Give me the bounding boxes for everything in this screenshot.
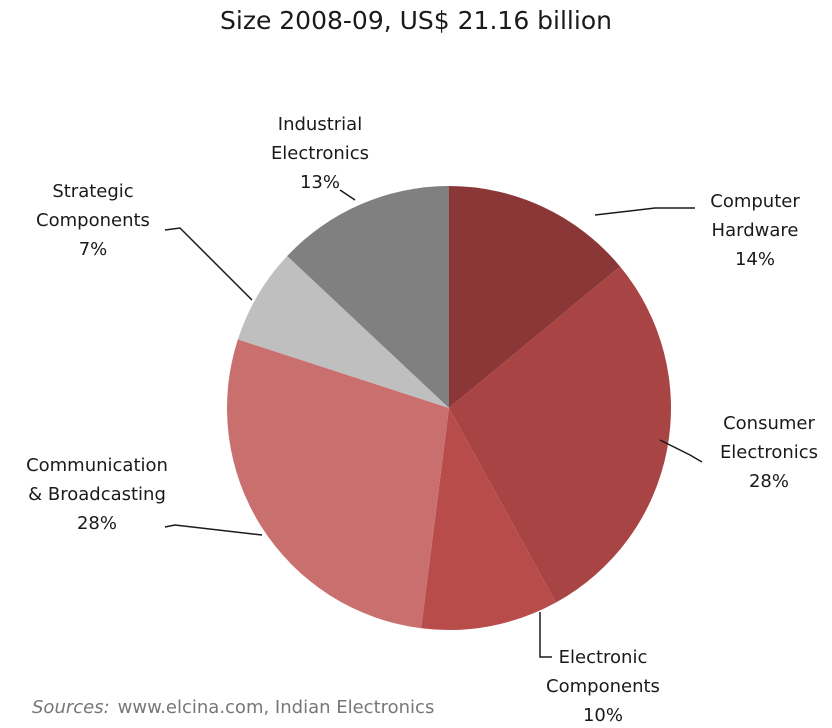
- source-label: Sources:: [32, 697, 110, 718]
- pie-slice-1: [449, 266, 671, 603]
- source-text: www.elcina.com, Indian Electronics: [117, 697, 435, 718]
- source-note: Sources: www.elcina.com, Indian Electroni…: [32, 697, 434, 718]
- leader-line-5: [339, 189, 356, 201]
- leader-line-4: [164, 227, 253, 301]
- leader-line-0: [594, 207, 695, 216]
- chart-title: Size 2008-09, US$ 21.16 billion: [220, 6, 612, 35]
- leader-line-2: [539, 612, 552, 658]
- pie-slice-5: [287, 186, 449, 408]
- pie-slice-3: [227, 339, 449, 629]
- pie-slice-0: [449, 186, 621, 408]
- slice-label-4: Strategic Components 7%: [36, 181, 150, 260]
- slice-label-3: Communication & Broadcasting 28%: [26, 455, 168, 534]
- pie-slice-2: [421, 408, 556, 631]
- pie-slice-4: [237, 256, 449, 408]
- leader-line-1: [659, 439, 703, 463]
- slice-label-1: Consumer Electronics 28%: [720, 413, 818, 492]
- slice-label-2: Electronic Components 10%: [546, 647, 660, 726]
- slice-label-5: Industrial Electronics 13%: [271, 114, 369, 193]
- slice-label-0: Computer Hardware 14%: [710, 191, 800, 270]
- leader-line-3: [164, 524, 263, 536]
